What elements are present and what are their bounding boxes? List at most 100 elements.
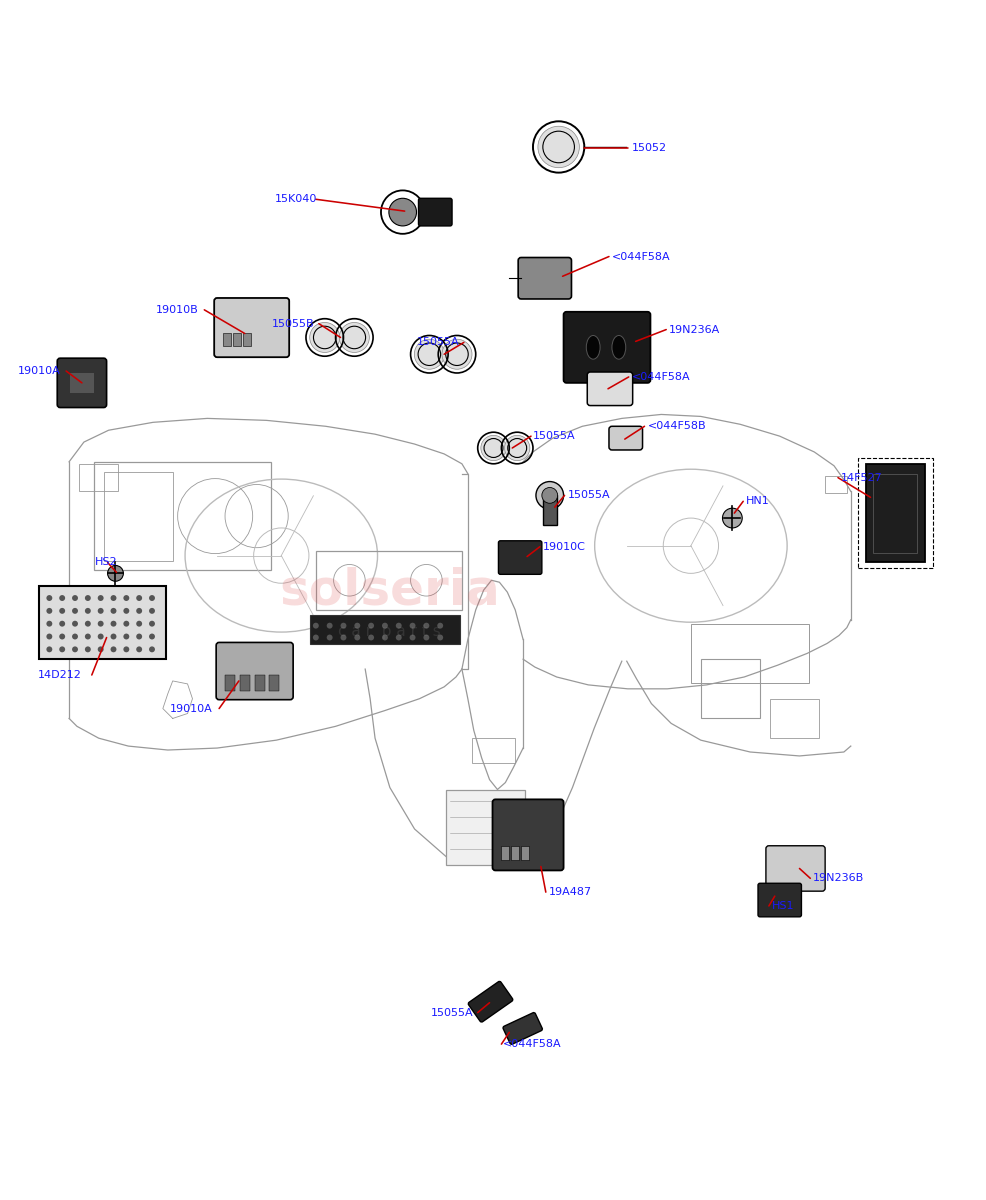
Text: <044F58A: <044F58A <box>611 252 669 262</box>
Bar <box>471 738 515 763</box>
FancyBboxPatch shape <box>492 799 563 870</box>
Circle shape <box>136 620 142 626</box>
Circle shape <box>110 620 116 626</box>
Bar <box>79 463 118 492</box>
Text: <044F58B: <044F58B <box>647 421 705 431</box>
Circle shape <box>388 198 416 226</box>
Circle shape <box>85 647 91 653</box>
Circle shape <box>149 620 155 626</box>
Circle shape <box>98 634 104 640</box>
Circle shape <box>98 608 104 614</box>
Circle shape <box>98 647 104 653</box>
Bar <box>310 614 459 644</box>
Circle shape <box>537 126 579 168</box>
Circle shape <box>123 647 129 653</box>
FancyBboxPatch shape <box>216 642 293 700</box>
Circle shape <box>480 436 506 461</box>
Circle shape <box>423 635 429 641</box>
Circle shape <box>59 647 65 653</box>
Circle shape <box>340 635 346 641</box>
Ellipse shape <box>586 336 599 359</box>
Circle shape <box>110 595 116 601</box>
Circle shape <box>437 635 443 641</box>
Circle shape <box>354 623 360 629</box>
Circle shape <box>46 634 52 640</box>
Circle shape <box>149 634 155 640</box>
FancyBboxPatch shape <box>757 883 801 917</box>
FancyBboxPatch shape <box>503 1013 542 1044</box>
Bar <box>865 463 924 563</box>
Circle shape <box>123 634 129 640</box>
FancyBboxPatch shape <box>214 298 289 358</box>
Circle shape <box>46 647 52 653</box>
Text: 19010A: 19010A <box>170 703 212 714</box>
Circle shape <box>136 608 142 614</box>
Text: 14F527: 14F527 <box>840 473 881 482</box>
Circle shape <box>110 634 116 640</box>
Bar <box>824 475 846 493</box>
Circle shape <box>72 634 78 640</box>
Circle shape <box>149 647 155 653</box>
Bar <box>104 472 173 560</box>
Circle shape <box>123 620 129 626</box>
Bar <box>39 586 166 659</box>
Circle shape <box>409 623 415 629</box>
Circle shape <box>72 647 78 653</box>
Circle shape <box>504 436 529 461</box>
Circle shape <box>340 623 346 629</box>
Circle shape <box>136 634 142 640</box>
Circle shape <box>382 623 387 629</box>
FancyBboxPatch shape <box>418 198 452 226</box>
Bar <box>233 332 241 347</box>
Circle shape <box>313 623 318 629</box>
Bar <box>857 458 932 569</box>
Bar <box>240 676 249 691</box>
Ellipse shape <box>611 336 625 359</box>
Text: 19010B: 19010B <box>156 305 198 314</box>
Text: 19A487: 19A487 <box>548 887 592 898</box>
Bar <box>700 659 759 719</box>
Text: HS1: HS1 <box>771 901 794 911</box>
Bar <box>446 790 525 864</box>
FancyBboxPatch shape <box>498 541 541 575</box>
Text: solseria: solseria <box>279 566 500 614</box>
Circle shape <box>395 635 401 641</box>
Bar <box>254 676 264 691</box>
Circle shape <box>136 647 142 653</box>
Circle shape <box>123 595 129 601</box>
Bar <box>511 846 519 859</box>
Bar <box>223 332 231 347</box>
Text: 14D212: 14D212 <box>37 670 81 680</box>
Text: HN1: HN1 <box>745 497 769 506</box>
Bar <box>690 624 809 683</box>
Circle shape <box>149 608 155 614</box>
Bar <box>70 373 94 392</box>
FancyBboxPatch shape <box>467 982 513 1022</box>
Text: 15055A: 15055A <box>416 337 458 347</box>
Circle shape <box>72 620 78 626</box>
Circle shape <box>423 623 429 629</box>
Bar <box>269 676 279 691</box>
Text: 15055B: 15055B <box>271 319 314 329</box>
Text: c a r  p a r t s: c a r p a r t s <box>338 624 441 640</box>
Text: 19N236B: 19N236B <box>812 874 864 883</box>
Text: 15052: 15052 <box>631 143 667 152</box>
Circle shape <box>110 608 116 614</box>
Text: 19010C: 19010C <box>542 541 585 552</box>
FancyBboxPatch shape <box>587 372 632 406</box>
Circle shape <box>339 323 369 353</box>
FancyBboxPatch shape <box>608 426 642 450</box>
FancyBboxPatch shape <box>57 358 106 408</box>
Circle shape <box>59 595 65 601</box>
Circle shape <box>724 510 740 526</box>
Circle shape <box>310 323 339 353</box>
Circle shape <box>414 340 444 370</box>
Circle shape <box>368 623 374 629</box>
Circle shape <box>46 595 52 601</box>
Circle shape <box>46 608 52 614</box>
FancyBboxPatch shape <box>563 312 650 383</box>
Text: 19N236A: 19N236A <box>669 324 720 335</box>
Bar <box>225 676 235 691</box>
Circle shape <box>326 623 332 629</box>
Text: HS2: HS2 <box>95 558 117 568</box>
